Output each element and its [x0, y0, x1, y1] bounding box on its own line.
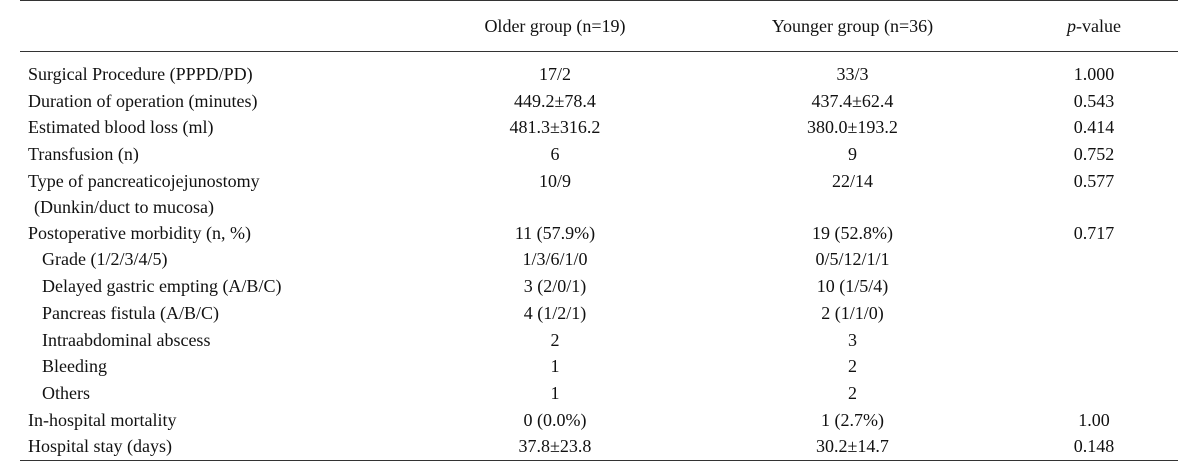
- header-p-italic: p: [1067, 16, 1076, 36]
- p-value: 0.717: [1073, 222, 1115, 243]
- row-label: Hospital stay (days): [28, 436, 172, 457]
- older-value: 449.2±78.4: [514, 90, 596, 111]
- row-label: Bleeding: [42, 356, 107, 377]
- younger-value: 0/5/12/1/1: [815, 249, 890, 270]
- p-value: 0.414: [1073, 117, 1115, 138]
- table-row: Bleeding 1 2: [20, 353, 1178, 380]
- younger-value: 437.4±62.4: [811, 90, 894, 111]
- p-value: [1010, 273, 1178, 300]
- older-value: 481.3±316.2: [509, 117, 601, 138]
- row-label: Duration of operation (minutes): [28, 90, 258, 111]
- older-value: 0 (0.0%): [523, 409, 587, 430]
- older-value: 1/3/6/1/0: [522, 249, 588, 270]
- p-value: 1.000: [1073, 64, 1115, 84]
- table-row: Postoperative morbidity (n, %) 11 (57.9%…: [20, 220, 1178, 247]
- p-value: 0.148: [1073, 436, 1115, 457]
- table-row: Surgical Procedure (PPPD/PD) 17/2 33/3 1…: [20, 61, 1178, 88]
- header-p-rest: -value: [1076, 16, 1121, 36]
- spacer-row: [20, 52, 1178, 62]
- header-p-value: p-value: [1010, 1, 1178, 52]
- younger-value: 2 (1/1/0): [821, 302, 884, 323]
- table-row: Duration of operation (minutes) 449.2±78…: [20, 88, 1178, 115]
- older-value: 2: [550, 329, 560, 350]
- table-header: Older group (n=19) Younger group (n=36) …: [20, 0, 1178, 52]
- row-label: Estimated blood loss (ml): [28, 117, 214, 138]
- older-value: 11 (57.9%): [514, 222, 596, 243]
- p-value: [1010, 380, 1178, 407]
- older-value: 1: [550, 356, 560, 377]
- younger-value: 19 (52.8%): [812, 222, 893, 243]
- younger-value: 33/3: [836, 64, 869, 84]
- p-value: [1010, 327, 1178, 354]
- older-value: 6: [550, 144, 560, 165]
- younger-value: 9: [848, 144, 857, 165]
- older-value: 10/9: [538, 170, 571, 191]
- results-table: Older group (n=19) Younger group (n=36) …: [20, 0, 1178, 461]
- table-row: Type of pancreaticojejunostomy (Dunkin/d…: [20, 168, 1178, 220]
- p-value: [1010, 300, 1178, 327]
- row-label: Delayed gastric empting (A/B/C): [42, 276, 282, 297]
- p-value: 0.752: [1073, 144, 1115, 165]
- table-row: In-hospital mortality 0 (0.0%) 1 (2.7%) …: [20, 407, 1178, 434]
- table-row: Others 1 2: [20, 380, 1178, 407]
- table-row: Delayed gastric empting (A/B/C) 3 (2/0/1…: [20, 273, 1178, 300]
- row-label-line2: (Dunkin/duct to mucosa): [34, 196, 214, 217]
- p-value: [1010, 353, 1178, 380]
- header-older-group: Older group (n=19): [484, 16, 626, 36]
- row-label: Surgical Procedure (PPPD/PD): [28, 64, 253, 84]
- row-label: Others: [42, 382, 90, 403]
- older-value: 37.8±23.8: [518, 436, 592, 457]
- table-row: Pancreas fistula (A/B/C) 4 (1/2/1) 2 (1/…: [20, 300, 1178, 327]
- table-row: Intraabdominal abscess 2 3: [20, 327, 1178, 354]
- row-label: Type of pancreaticojejunostomy (Dunkin/d…: [20, 168, 415, 220]
- older-value: 1: [550, 382, 560, 403]
- header-blank: [20, 1, 415, 52]
- row-label: In-hospital mortality: [28, 409, 177, 430]
- table-row: Estimated blood loss (ml) 481.3±316.2 38…: [20, 114, 1178, 141]
- p-value: 0.543: [1073, 90, 1115, 111]
- younger-value: 2: [848, 356, 857, 377]
- row-label-line1: Type of pancreaticojejunostomy: [28, 170, 260, 191]
- table-row: Grade (1/2/3/4/5) 1/3/6/1/0 0/5/12/1/1: [20, 246, 1178, 273]
- younger-value: 10 (1/5/4): [816, 276, 889, 297]
- younger-value: 1 (2.7%): [821, 409, 884, 430]
- older-value: 3 (2/0/1): [523, 276, 587, 297]
- table-body: Surgical Procedure (PPPD/PD) 17/2 33/3 1…: [20, 52, 1178, 461]
- row-label: Pancreas fistula (A/B/C): [42, 302, 219, 323]
- row-label: Grade (1/2/3/4/5): [42, 249, 168, 270]
- older-value: 4 (1/2/1): [523, 302, 587, 323]
- p-value: 0.577: [1073, 170, 1115, 191]
- row-label: Transfusion (n): [28, 144, 139, 165]
- row-label: Postoperative morbidity (n, %): [28, 222, 251, 243]
- p-value: [1010, 246, 1178, 273]
- older-value: 17/2: [538, 64, 571, 84]
- table-row: Hospital stay (days) 37.8±23.8 30.2±14.7…: [20, 433, 1178, 461]
- table-row: Transfusion (n) 6 9 0.752: [20, 141, 1178, 168]
- p-value: 1.00: [1078, 409, 1110, 430]
- younger-value: 30.2±14.7: [816, 436, 889, 457]
- younger-value: 3: [848, 329, 857, 350]
- header-younger-group: Younger group (n=36): [771, 16, 934, 36]
- younger-value: 2: [848, 382, 857, 403]
- younger-value: 380.0±193.2: [807, 117, 898, 138]
- row-label: Intraabdominal abscess: [42, 329, 211, 350]
- younger-value: 22/14: [831, 170, 873, 191]
